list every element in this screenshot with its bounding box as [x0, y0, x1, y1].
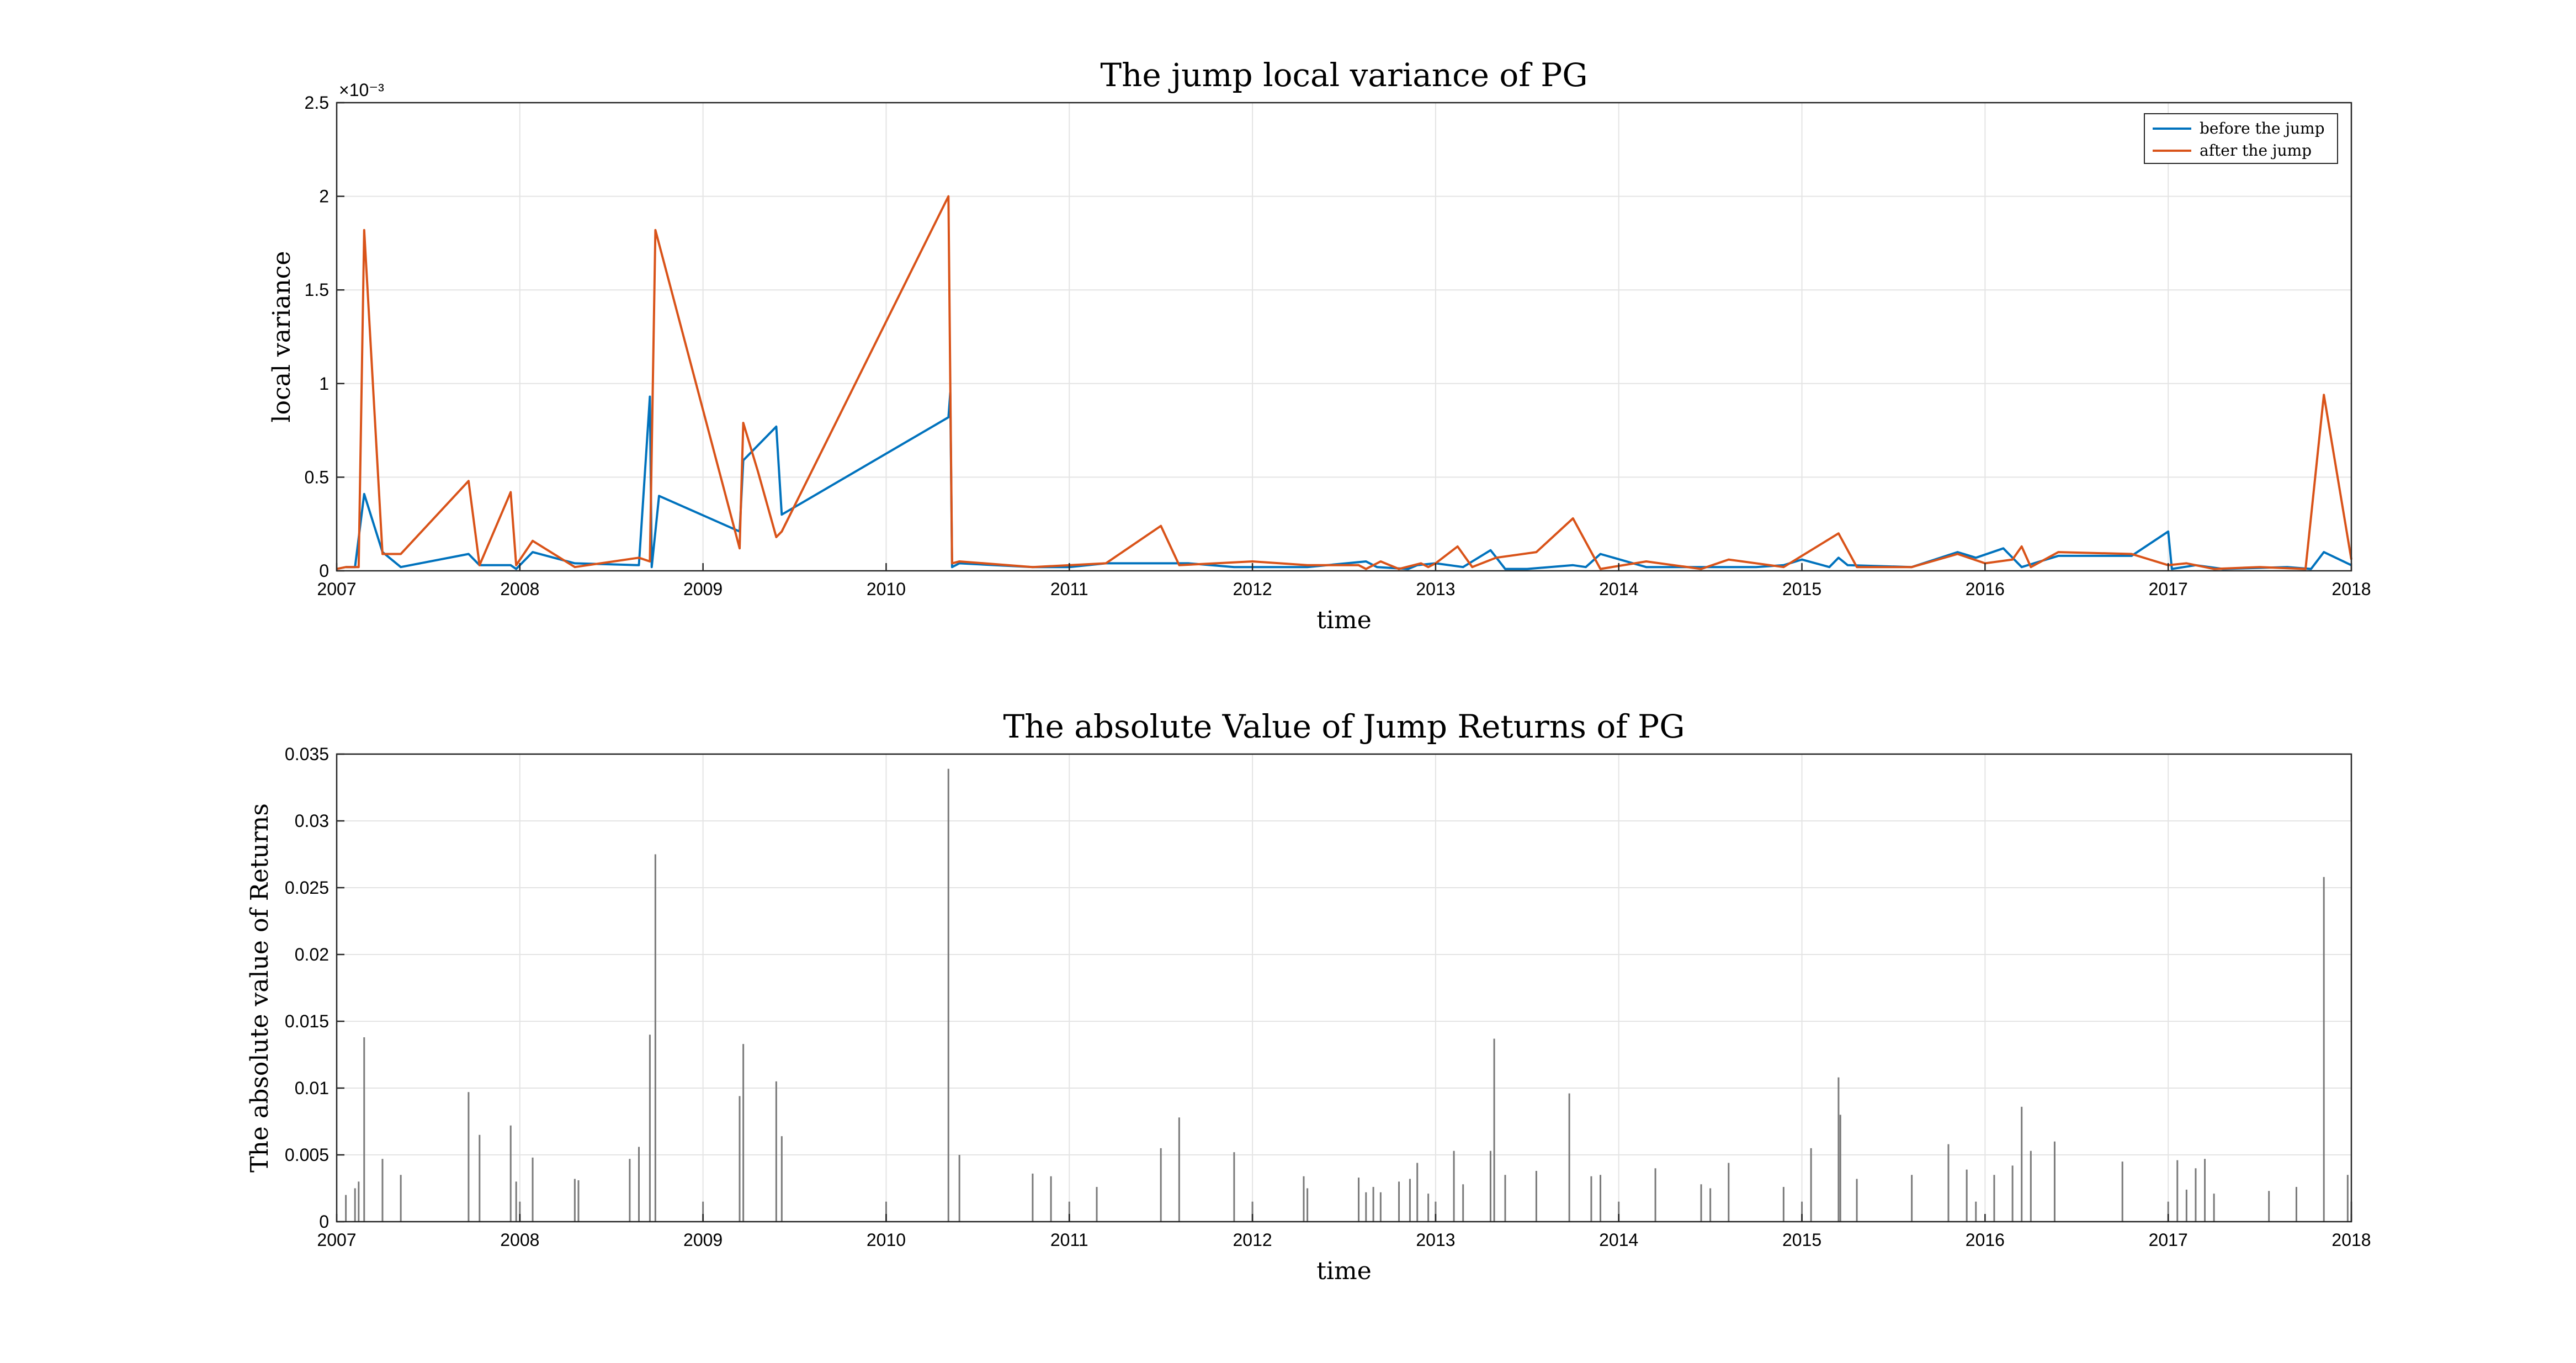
x-tick-label: 2015 [1782, 1230, 1821, 1250]
y-tick-label: 0.5 [305, 467, 329, 487]
jump-returns-x-label: time [1316, 1257, 1372, 1285]
legend-label-after: after the jump [2200, 141, 2312, 160]
x-tick-label: 2018 [2331, 579, 2371, 599]
legend-box [2144, 113, 2338, 164]
jump-returns-chart: 2007 2008 2009 2010 2011 2012 2013 2014 2015 2016… [246, 708, 2371, 1285]
x-tick-label: 2016 [1966, 1230, 2005, 1250]
local-variance-y-ticks: 0 0.5 1 1.5 2 2.5 [305, 93, 344, 581]
x-tick-label: 2012 [1233, 579, 1272, 599]
jump-returns-axes-box [336, 753, 2352, 1223]
y-tick-label: 0.025 [285, 878, 329, 898]
jump-returns-title: The absolute Value of Jump Returns of PG [1003, 708, 1685, 745]
x-tick-label: 2013 [1416, 579, 1455, 599]
x-tick-label: 2008 [500, 1230, 539, 1250]
y-tick-label: 0 [319, 561, 329, 581]
x-tick-label: 2009 [683, 579, 723, 599]
x-tick-label: 2010 [867, 1230, 906, 1250]
jump-returns-plot-area [345, 768, 2352, 1222]
y-tick-label: 0.015 [285, 1011, 329, 1031]
local-variance-title: The jump local variance of PG [1100, 56, 1587, 94]
jump-returns-grid [336, 754, 2352, 1222]
x-tick-label: 2018 [2331, 1230, 2371, 1250]
y-tick-label: 0.01 [295, 1078, 329, 1098]
local-variance-chart: 2007 2008 2009 2010 2011 2012 2013 2014 2015 2016… [268, 56, 2371, 634]
jump-returns-y-label: The absolute value of Returns [246, 803, 274, 1173]
y-tick-label: 0.03 [295, 811, 329, 831]
x-tick-label: 2017 [2149, 579, 2188, 599]
series-line-after-jump [336, 195, 2352, 570]
y-tick-label: 2.5 [305, 93, 329, 113]
y-tick-label: 0.02 [295, 945, 329, 964]
y-tick-label: 0.005 [285, 1145, 329, 1165]
x-tick-label: 2008 [500, 579, 539, 599]
x-tick-label: 2009 [683, 1230, 723, 1250]
x-tick-label: 2007 [317, 579, 356, 599]
local-variance-plot-area [336, 195, 2352, 570]
y-tick-label: 1.5 [305, 280, 329, 300]
local-variance-x-ticks: 2007 2008 2009 2010 2011 2012 2013 2014 2015 2016… [317, 563, 2371, 599]
jump-returns-x-ticks: 2007 2008 2009 2010 2011 2012 2013 2014 2015 2016… [317, 1214, 2371, 1250]
local-variance-grid [336, 102, 2352, 571]
legend-label-before: before the jump [2200, 119, 2325, 137]
y-tick-label: 0.035 [285, 744, 329, 764]
x-tick-label: 2014 [1599, 1230, 1638, 1250]
x-tick-label: 2017 [2149, 1230, 2188, 1250]
y-tick-label: 0 [319, 1212, 329, 1232]
local-variance-x-label: time [1316, 606, 1372, 634]
x-tick-label: 2015 [1782, 579, 1821, 599]
x-tick-label: 2016 [1966, 579, 2005, 599]
x-tick-label: 2013 [1416, 1230, 1455, 1250]
local-variance-legend: before the jump after the jump [2144, 113, 2338, 164]
x-tick-label: 2011 [1050, 579, 1088, 599]
local-variance-y-exponent: ×10⁻³ [339, 80, 384, 100]
x-tick-label: 2014 [1599, 579, 1638, 599]
x-tick-label: 2012 [1233, 1230, 1272, 1250]
y-tick-label: 2 [319, 187, 329, 206]
series-line-before-jump [346, 391, 2352, 570]
local-variance-y-label: local variance [268, 251, 296, 423]
y-tick-label: 1 [319, 374, 329, 394]
local-variance-axes-box [336, 102, 2352, 572]
x-tick-label: 2011 [1050, 1230, 1088, 1250]
jump-returns-y-ticks: 0 0.005 0.01 0.015 0.02 0.025 0.03 0.035 [285, 744, 344, 1232]
x-tick-label: 2007 [317, 1230, 356, 1250]
x-tick-label: 2010 [867, 579, 906, 599]
